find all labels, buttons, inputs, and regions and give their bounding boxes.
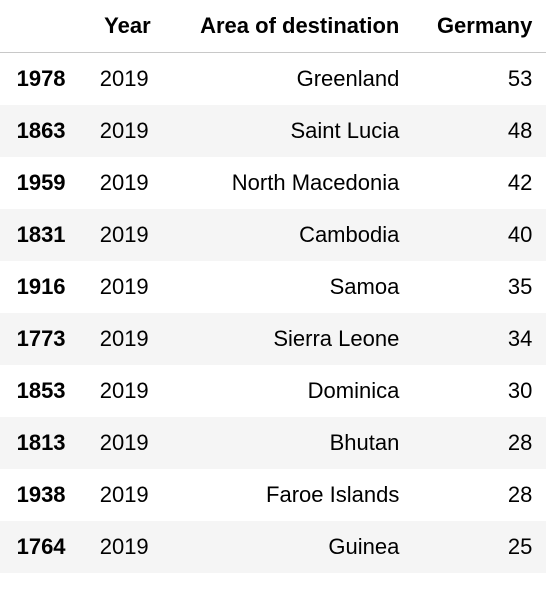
cell-padding [532, 417, 546, 469]
header-germany: Germany [436, 13, 533, 38]
cell-padding [532, 313, 546, 365]
cell-germany: 40 [507, 222, 533, 247]
row-index: 1831 [16, 222, 66, 247]
row-index: 1764 [16, 534, 66, 559]
cell-germany: 35 [507, 274, 533, 299]
table-row: 1773 2019 Sierra Leone 34 [0, 313, 546, 365]
cell-padding [532, 157, 546, 209]
cell-area: Dominica [307, 378, 400, 403]
row-index: 1813 [16, 430, 66, 455]
cell-year: 2019 [99, 482, 149, 507]
cell-germany: 30 [507, 378, 533, 403]
cell-area: Faroe Islands [266, 482, 400, 507]
table-row: 1863 2019 Saint Lucia 48 [0, 105, 546, 157]
table-row: 1978 2019 Greenland 53 [0, 52, 546, 106]
cell-padding [532, 469, 546, 521]
row-index: 1938 [16, 482, 66, 507]
cell-year: 2019 [99, 430, 149, 455]
cell-year: 2019 [99, 326, 149, 351]
cell-germany: 25 [507, 534, 533, 559]
cell-padding [532, 209, 546, 261]
row-index: 1853 [16, 378, 66, 403]
header-year: Year [104, 13, 151, 38]
cell-year: 2019 [99, 118, 149, 143]
row-index: 1916 [16, 274, 66, 299]
cell-year: 2019 [99, 534, 149, 559]
table-row: 1853 2019 Dominica 30 [0, 365, 546, 417]
cell-padding [532, 261, 546, 313]
table-row: 1831 2019 Cambodia 40 [0, 209, 546, 261]
table-header: Year Area of destination Germany [0, 0, 546, 53]
table-row: 1959 2019 North Macedonia 42 [0, 157, 546, 209]
cell-germany: 53 [507, 66, 533, 91]
table-row: 1813 2019 Bhutan 28 [0, 417, 546, 469]
row-index: 1773 [16, 326, 66, 351]
table-row: 1916 2019 Samoa 35 [0, 261, 546, 313]
header-row: Year Area of destination Germany [0, 0, 546, 53]
cell-padding [532, 365, 546, 417]
header-padding [532, 0, 546, 53]
table-row: 1764 2019 Guinea 25 [0, 521, 546, 573]
header-area-of-destination: Area of destination [200, 13, 400, 38]
cell-germany: 48 [507, 118, 533, 143]
row-index: 1978 [16, 66, 66, 91]
header-index [0, 0, 68, 53]
cell-padding [532, 521, 546, 573]
cell-year: 2019 [99, 378, 149, 403]
cell-area: Bhutan [329, 430, 400, 455]
cell-area: Sierra Leone [273, 326, 400, 351]
cell-year: 2019 [99, 66, 149, 91]
cell-year: 2019 [99, 170, 149, 195]
table-row: 1938 2019 Faroe Islands 28 [0, 469, 546, 521]
table-body: 1978 2019 Greenland 53 1863 2019 Saint L… [0, 52, 546, 573]
cell-germany: 34 [507, 326, 533, 351]
cell-germany: 42 [507, 170, 533, 195]
cell-area: Samoa [329, 274, 400, 299]
cell-area: Saint Lucia [290, 118, 400, 143]
cell-area: Cambodia [299, 222, 400, 247]
cell-year: 2019 [99, 274, 149, 299]
cell-germany: 28 [507, 430, 533, 455]
cell-padding [532, 53, 546, 106]
cell-padding [532, 105, 546, 157]
cell-year: 2019 [99, 222, 149, 247]
row-index: 1959 [16, 170, 66, 195]
dataframe-table: Year Area of destination Germany 1978 20… [0, 0, 546, 573]
cell-area: Greenland [296, 66, 400, 91]
cell-germany: 28 [507, 482, 533, 507]
row-index: 1863 [16, 118, 66, 143]
cell-area: North Macedonia [231, 170, 400, 195]
cell-area: Guinea [328, 534, 400, 559]
